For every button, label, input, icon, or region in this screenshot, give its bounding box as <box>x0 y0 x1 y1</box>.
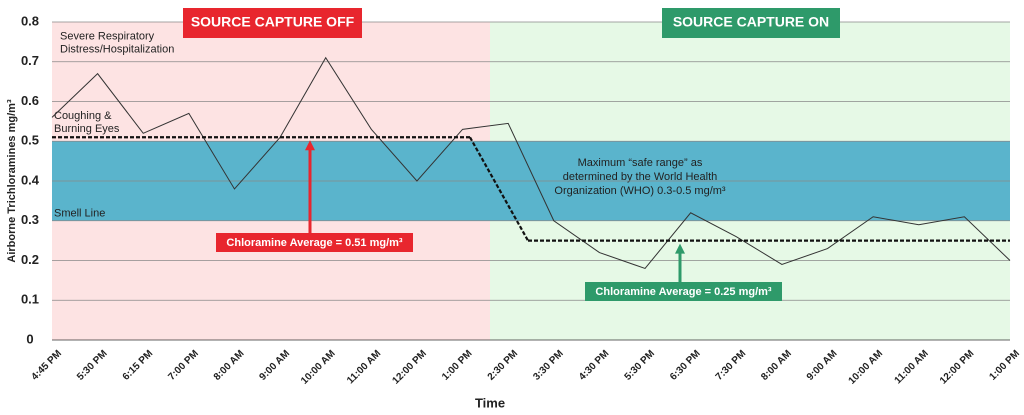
x-tick-label: 6:15 PM <box>121 348 156 383</box>
band-text: determined by the World Health <box>563 171 718 183</box>
average-box <box>585 282 782 301</box>
y-axis-label: Airborne Trichloramines mg/m³ <box>6 99 18 263</box>
x-tick-label: 7:30 PM <box>714 348 749 383</box>
region-header <box>662 8 840 38</box>
x-tick-label: 7:00 PM <box>166 348 201 383</box>
x-tick-label: 1:00 PM <box>440 348 475 383</box>
reference-label: Burning Eyes <box>54 123 120 135</box>
x-axis-label: Time <box>475 395 505 410</box>
y-tick-label: 0.3 <box>21 212 39 227</box>
average-label: Chloramine Average = 0.51 mg/m³ <box>226 237 403 249</box>
y-tick-label: 0.1 <box>21 292 39 307</box>
x-tick-label: 5:30 PM <box>623 348 658 383</box>
x-tick-label: 10:00 AM <box>847 348 886 387</box>
x-tick-label: 6:30 PM <box>668 348 703 383</box>
reference-label: Distress/Hospitalization <box>60 44 174 56</box>
x-tick-label: 8:00 AM <box>212 348 247 383</box>
average-label: Chloramine Average = 0.25 mg/m³ <box>595 286 772 298</box>
data-line <box>51 56 1011 270</box>
average-transition <box>469 136 529 242</box>
region-header <box>183 8 362 38</box>
y-tick-label: 0.4 <box>21 172 40 187</box>
average-arrowhead <box>305 140 315 151</box>
y-tick-label: 0.8 <box>21 13 39 28</box>
y-tick-label: 0.5 <box>21 133 39 148</box>
x-tick-label: 2:30 PM <box>486 348 521 383</box>
x-tick-label: 9:00 AM <box>257 348 292 383</box>
reference-label: Smell Line <box>54 208 105 220</box>
x-tick-label: 11:00 AM <box>893 348 931 386</box>
x-tick-label: 4:45 PM <box>29 348 64 383</box>
x-tick-label: 12:00 PM <box>391 348 429 386</box>
region-header-text: SOURCE CAPTURE ON <box>673 14 829 30</box>
average-box <box>216 233 413 252</box>
reference-label: Severe Respiratory <box>60 31 155 43</box>
band-text: Maximum “safe range” as <box>578 157 703 169</box>
x-tick-label: 11:00 AM <box>345 348 383 386</box>
y-tick-label: 0.7 <box>21 53 39 68</box>
x-tick-label: 1:00 PM <box>987 348 1022 383</box>
band-text: Organization (WHO) 0.3-0.5 mg/m³ <box>554 185 725 197</box>
reference-label: Coughing & <box>54 110 112 122</box>
x-tick-label: 10:00 AM <box>299 348 338 387</box>
x-tick-label: 3:30 PM <box>531 348 566 383</box>
x-tick-label: 8:00 AM <box>759 348 794 383</box>
x-tick-label: 12:00 PM <box>938 348 976 386</box>
y-tick-label: 0 <box>26 331 33 346</box>
region-header-text: SOURCE CAPTURE OFF <box>191 14 355 30</box>
y-tick-label: 0.2 <box>21 252 39 267</box>
x-tick-label: 9:00 AM <box>805 348 840 383</box>
y-tick-label: 0.6 <box>21 93 39 108</box>
x-tick-label: 4:30 PM <box>577 348 612 383</box>
x-tick-label: 5:30 PM <box>75 348 110 383</box>
average-arrowhead <box>675 243 685 254</box>
